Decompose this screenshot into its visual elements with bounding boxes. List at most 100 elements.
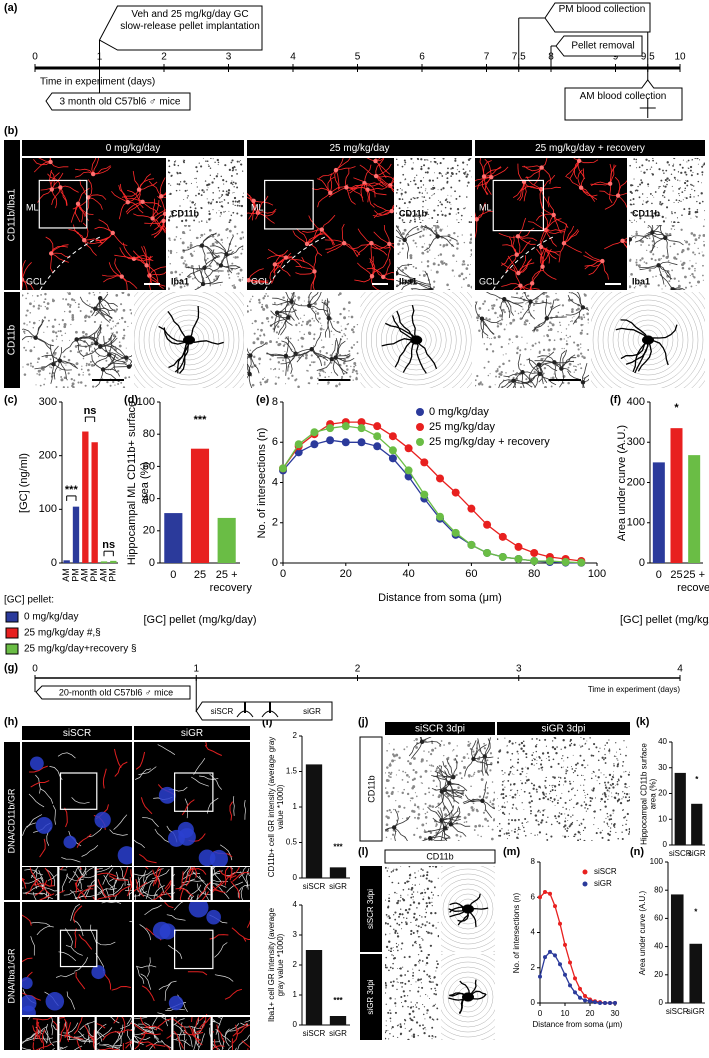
speck (570, 321, 571, 322)
speck (571, 743, 572, 744)
speck (489, 338, 490, 339)
speck (94, 321, 96, 323)
speck (510, 795, 511, 796)
speck (550, 791, 552, 793)
speck (604, 754, 605, 755)
speck (169, 239, 170, 240)
speck (501, 806, 503, 808)
speck (386, 1004, 387, 1005)
speck (490, 343, 492, 345)
speck (651, 203, 653, 205)
soma (545, 316, 549, 320)
speck (508, 774, 510, 776)
speck (526, 359, 527, 360)
speck (394, 1002, 396, 1004)
speck (571, 799, 572, 800)
speck (472, 750, 474, 752)
speck (565, 802, 567, 804)
speck (200, 165, 202, 167)
y-tick-label: 20 (658, 789, 667, 798)
speck (433, 894, 434, 895)
speck (586, 313, 589, 316)
speck (476, 316, 479, 319)
speck (551, 785, 552, 786)
speck (663, 191, 665, 193)
speck (258, 299, 260, 301)
speck (240, 160, 241, 161)
speck (387, 916, 388, 917)
speck (390, 950, 392, 952)
speck (636, 259, 638, 261)
y-tick-label: 2 (272, 517, 278, 529)
speck (238, 200, 240, 202)
speck (105, 360, 107, 362)
speck (412, 944, 413, 945)
speck (339, 382, 340, 383)
speck (676, 199, 678, 201)
speck (512, 789, 513, 790)
speck (617, 763, 619, 765)
point (573, 976, 577, 980)
speck (568, 791, 570, 793)
speck (520, 363, 522, 365)
speck (176, 236, 177, 237)
speck (422, 923, 424, 925)
speck (467, 813, 470, 816)
speck (441, 740, 443, 742)
speck (625, 817, 626, 818)
speck (208, 213, 210, 215)
speck (504, 780, 505, 781)
speck (236, 186, 238, 188)
soma (126, 200, 130, 204)
speck (124, 321, 126, 323)
speck (699, 159, 700, 160)
speck (24, 333, 25, 334)
speck (659, 201, 661, 203)
speck (249, 300, 251, 302)
speck (252, 341, 255, 344)
speck (316, 312, 319, 315)
speck (527, 767, 529, 769)
speck (401, 195, 402, 196)
soma (201, 282, 205, 286)
speck (588, 322, 589, 323)
speck (609, 834, 611, 836)
speck (352, 371, 354, 373)
axis-label: Time in experiment (days) (40, 77, 155, 88)
speck (666, 184, 668, 186)
speck (403, 899, 405, 901)
speck (487, 787, 489, 789)
speck (392, 753, 394, 755)
row-label: DNA/CD11b/GR (6, 788, 16, 853)
speck (26, 309, 28, 311)
speck (232, 169, 234, 171)
speck (671, 174, 672, 175)
speck (437, 226, 440, 229)
speck (525, 835, 527, 837)
speck (541, 760, 542, 761)
speck (428, 1035, 430, 1037)
speck (423, 1028, 425, 1030)
y-tick-label: 300 (39, 396, 57, 408)
speck (647, 197, 648, 198)
speck (433, 286, 435, 288)
speck (224, 164, 226, 166)
speck (208, 165, 210, 167)
speck (501, 371, 503, 373)
speck (391, 882, 393, 884)
speck (677, 217, 678, 218)
speck (397, 189, 399, 191)
speck (587, 318, 589, 320)
speck (614, 755, 615, 756)
speck (426, 871, 428, 873)
speck (416, 796, 418, 798)
speck (394, 957, 396, 959)
speck (456, 214, 457, 215)
speck (556, 746, 558, 748)
speck (673, 190, 674, 191)
speck (684, 276, 687, 279)
speck (658, 188, 659, 189)
legend-label: 0 mg/kg/day (24, 612, 78, 623)
speck (474, 825, 477, 828)
speck (430, 832, 432, 834)
